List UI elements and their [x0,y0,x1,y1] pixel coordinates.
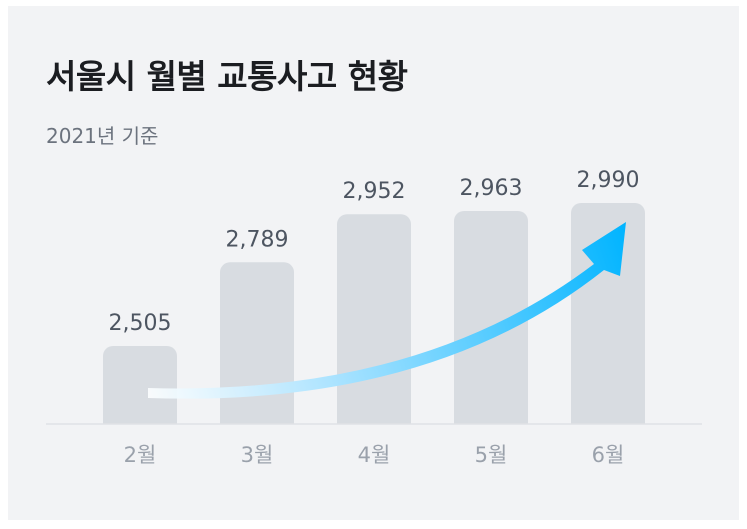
x-tick-1: 2월 [124,443,157,467]
bar-1 [103,346,177,434]
value-label-3: 2,952 [343,179,406,204]
chart-title: 서울시 월별 교통사고 현황 [46,57,408,96]
bar-2 [220,262,294,434]
chart-subtitle: 2021년 기준 [46,124,159,148]
baseline-cover [46,424,702,436]
value-label-1: 2,505 [109,311,172,336]
x-tick-2: 3월 [241,443,274,467]
bar-5 [571,203,645,434]
x-tick-labels-group: 2월 3월 4월 5월 6월 [124,443,625,467]
value-label-5: 2,990 [577,168,640,193]
trend-arrow-icon [148,222,626,399]
x-tick-5: 6월 [592,443,625,467]
x-tick-3: 4월 [358,443,391,467]
value-labels-group: 2,505 2,789 2,952 2,963 2,990 [109,168,640,336]
bar-3 [337,214,411,434]
value-label-2: 2,789 [226,227,289,252]
bar-4 [454,210,528,434]
x-tick-4: 5월 [475,443,508,467]
value-label-4: 2,963 [460,176,523,201]
